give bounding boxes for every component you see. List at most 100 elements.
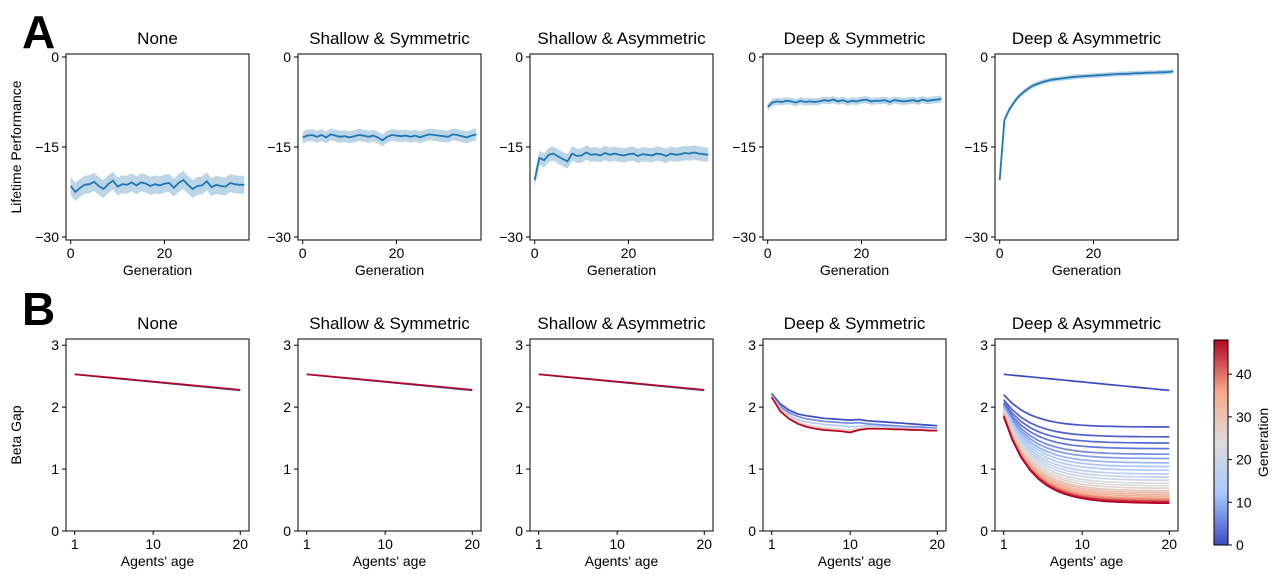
plot-area	[538, 372, 705, 392]
y-tick-label: 0	[748, 49, 756, 65]
plot-area	[74, 372, 241, 392]
y-tick-label: 0	[283, 523, 291, 539]
x-tick-label: 20	[929, 536, 945, 552]
y-tick-label: 2	[980, 399, 988, 415]
subplot-title: None	[137, 29, 178, 48]
generation-line	[1002, 410, 1170, 485]
x-axis-label: Agents' age	[1050, 553, 1124, 569]
x-axis-label: Generation	[1052, 262, 1121, 278]
x-tick-label: 0	[67, 245, 75, 261]
series-line	[767, 98, 942, 108]
confidence-band	[70, 171, 245, 201]
generation-line	[1002, 407, 1170, 468]
generation-line	[1002, 408, 1170, 472]
x-axis-label: Agents' age	[121, 553, 195, 569]
axes-frame	[529, 53, 714, 241]
x-axis-label: Generation	[355, 262, 424, 278]
y-tick-label: 3	[980, 337, 988, 353]
subplot-title: Shallow & Symmetric	[309, 314, 470, 333]
generation-line	[538, 373, 705, 391]
generation-line	[1002, 412, 1170, 494]
y-tick-label: 2	[283, 399, 291, 415]
y-tick-label: −15	[499, 139, 523, 155]
plot-area	[998, 69, 1174, 183]
x-tick-label: 0	[299, 245, 307, 261]
y-axis-label: Lifetime Performance	[8, 80, 24, 213]
confidence-band	[534, 145, 709, 188]
x-tick-label: 0	[996, 245, 1004, 261]
y-tick-label: 1	[748, 461, 756, 477]
plot-area	[1002, 373, 1170, 504]
x-axis-label: Generation	[123, 262, 192, 278]
generation-line	[1002, 409, 1170, 478]
x-tick-label: 1	[303, 536, 311, 552]
x-tick-label: 20	[854, 245, 870, 261]
axes-frame	[529, 338, 714, 532]
y-axis-label: Beta Gap	[8, 405, 24, 464]
colorbar-scale	[1213, 339, 1229, 546]
x-tick-label: 20	[464, 536, 480, 552]
generation-line	[1002, 406, 1170, 460]
x-tick-label: 20	[1161, 536, 1177, 552]
y-tick-label: 0	[515, 523, 523, 539]
x-axis-label: Agents' age	[585, 553, 659, 569]
y-tick-label: 0	[980, 49, 988, 65]
series-line	[998, 70, 1174, 181]
subplot-title: None	[137, 314, 178, 333]
x-axis-label: Agents' age	[818, 553, 892, 569]
generation-line	[1002, 411, 1170, 487]
x-tick-label: 10	[1074, 536, 1090, 552]
plot-area	[767, 95, 942, 111]
plot-area	[770, 392, 938, 434]
panel-label-a: A	[22, 6, 55, 58]
plot-area	[306, 372, 473, 392]
x-tick-label: 10	[842, 536, 858, 552]
generation-line	[1002, 411, 1170, 490]
subplot-title: Deep & Asymmetric	[1012, 29, 1162, 48]
axes-frame	[65, 338, 250, 532]
series-line	[69, 178, 245, 194]
generation-line	[1002, 412, 1170, 492]
subplot-title: Deep & Symmetric	[784, 314, 926, 333]
x-tick-label: 1	[71, 536, 79, 552]
generation-line	[1002, 413, 1170, 496]
colorbar: 0 10 20 30 40 Generation	[1213, 339, 1271, 553]
x-tick-label: 20	[232, 536, 248, 552]
colorbar-tick-label: 0	[1236, 537, 1244, 553]
plot-area	[69, 171, 245, 201]
x-tick-label: 10	[609, 536, 625, 552]
y-tick-label: 3	[283, 337, 291, 353]
x-tick-label: 1	[768, 536, 776, 552]
y-tick-label: −15	[732, 139, 756, 155]
generation-line	[1002, 416, 1170, 504]
y-tick-label: 0	[748, 523, 756, 539]
generation-line	[306, 373, 473, 391]
y-tick-label: 3	[748, 337, 756, 353]
x-tick-label: 20	[696, 536, 712, 552]
x-axis-label: Generation	[820, 262, 889, 278]
x-tick-label: 20	[621, 245, 637, 261]
y-tick-label: −30	[35, 229, 59, 245]
y-tick-label: 0	[980, 523, 988, 539]
y-tick-label: −30	[267, 229, 291, 245]
generation-line	[771, 395, 938, 431]
x-tick-label: 20	[157, 245, 173, 261]
plot-area	[302, 128, 477, 147]
x-axis-label: Agents' age	[353, 553, 427, 569]
series-line	[533, 151, 709, 181]
y-tick-label: −15	[964, 139, 988, 155]
y-tick-label: 3	[515, 337, 523, 353]
y-tick-label: 0	[515, 49, 523, 65]
confidence-band	[999, 69, 1174, 183]
x-tick-label: 1	[535, 536, 543, 552]
x-tick-label: 10	[377, 536, 393, 552]
generation-line	[1002, 408, 1170, 475]
axes-frame	[994, 338, 1179, 532]
generation-line	[1003, 394, 1170, 428]
